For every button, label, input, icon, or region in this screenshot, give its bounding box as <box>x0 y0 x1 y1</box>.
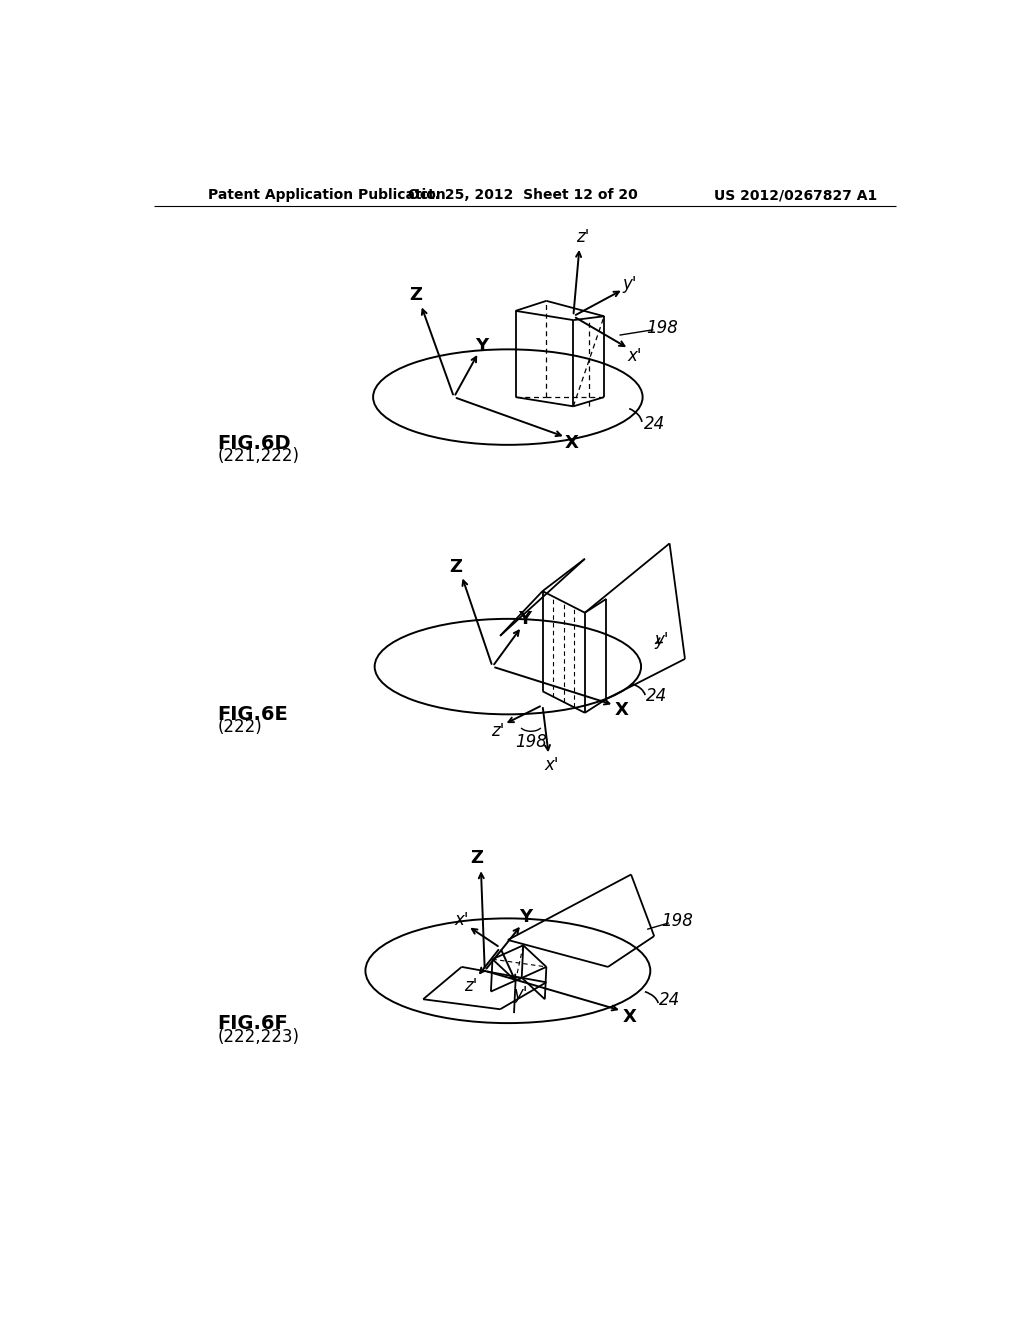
Text: (221,222): (221,222) <box>217 447 300 466</box>
Text: X: X <box>623 1008 637 1026</box>
Text: US 2012/0267827 A1: US 2012/0267827 A1 <box>714 189 878 202</box>
Text: FIG.6D: FIG.6D <box>217 434 291 453</box>
Text: FIG.6F: FIG.6F <box>217 1014 289 1034</box>
Text: X: X <box>614 701 629 719</box>
Text: y': y' <box>514 985 528 1003</box>
Text: (222,223): (222,223) <box>217 1028 300 1045</box>
Text: 24: 24 <box>658 991 680 1008</box>
Text: Y: Y <box>518 610 531 628</box>
Text: (222): (222) <box>217 718 262 737</box>
Text: x': x' <box>545 756 559 774</box>
Text: 198: 198 <box>662 912 693 929</box>
Text: Z: Z <box>450 557 462 576</box>
Text: y': y' <box>654 631 669 648</box>
Text: 198: 198 <box>646 319 678 337</box>
Text: 198: 198 <box>515 733 547 751</box>
Text: Z: Z <box>471 849 483 867</box>
Text: Y: Y <box>519 908 532 925</box>
Text: FIG.6E: FIG.6E <box>217 705 289 723</box>
Text: x': x' <box>628 347 642 366</box>
Text: Z: Z <box>409 285 422 304</box>
Text: x': x' <box>455 911 469 929</box>
Text: Y: Y <box>475 337 488 355</box>
Text: y': y' <box>623 275 637 293</box>
Text: Patent Application Publication: Patent Application Publication <box>208 189 445 202</box>
Text: z': z' <box>464 977 477 995</box>
Text: z': z' <box>575 228 589 246</box>
Text: z': z' <box>492 722 505 739</box>
Text: Oct. 25, 2012  Sheet 12 of 20: Oct. 25, 2012 Sheet 12 of 20 <box>409 189 638 202</box>
Text: X: X <box>565 434 579 453</box>
Text: 24: 24 <box>643 414 665 433</box>
Text: 24: 24 <box>646 686 667 705</box>
